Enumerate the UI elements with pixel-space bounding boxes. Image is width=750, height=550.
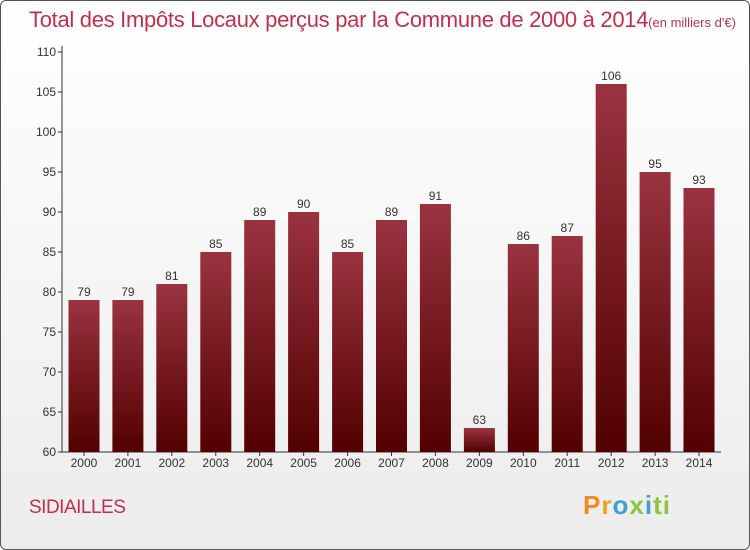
bar	[376, 220, 407, 452]
x-tick-label: 2013	[642, 456, 669, 470]
x-tick-label: 2005	[290, 456, 317, 470]
y-tick-label: 105	[36, 85, 56, 99]
x-tick-label: 2008	[422, 456, 449, 470]
x-tick-label: 2010	[510, 456, 537, 470]
bar-value-label: 93	[692, 173, 706, 187]
bar-value-label: 90	[297, 197, 311, 211]
bar-value-label: 79	[121, 285, 135, 299]
bar	[419, 204, 451, 452]
bar	[200, 252, 232, 452]
x-tick-label: 2014	[686, 456, 713, 470]
bar	[683, 188, 715, 452]
logo-letter: r	[601, 490, 613, 520]
y-tick-label: 90	[43, 205, 57, 219]
y-tick-label: 80	[43, 285, 57, 299]
x-tick-label: 2012	[598, 456, 625, 470]
axes: 60 65 70 75 80 85 90 95 100 105 110	[36, 45, 721, 459]
bar-value-label: 95	[648, 157, 662, 171]
bar-value-label: 63	[473, 413, 487, 427]
logo-letter: t	[653, 490, 663, 520]
chart-subtitle: (en milliers d'€)	[648, 15, 736, 30]
x-tick-label: 2003	[202, 456, 229, 470]
x-tick-label: 2001	[115, 456, 142, 470]
proxiti-logo: Proxiti	[583, 490, 671, 521]
x-tick-label: 2004	[246, 456, 273, 470]
bar	[288, 212, 320, 452]
x-tick-label: 2007	[378, 456, 405, 470]
bar	[332, 252, 364, 452]
bars	[68, 84, 715, 452]
bar-value-label: 85	[341, 237, 355, 251]
bar	[68, 300, 100, 452]
x-tick-label: 2000	[71, 456, 98, 470]
bar	[112, 300, 144, 452]
labels: 2000 79 2001 79 2002 81 2003 85 2004 89 2005 90 2006…	[71, 69, 713, 470]
logo-letter: i	[644, 490, 654, 520]
bar-value-label: 89	[385, 205, 399, 219]
bar	[551, 236, 583, 452]
y-tick-label: 95	[43, 165, 57, 179]
logo-letter: i	[662, 490, 671, 520]
commune-name: SIDIAILLES	[29, 497, 126, 518]
bar	[595, 84, 627, 452]
y-tick-label: 100	[36, 125, 56, 139]
y-tick-label: 75	[43, 325, 57, 339]
logo-letter: o	[612, 490, 630, 520]
bar	[156, 284, 188, 452]
bar-value-label: 79	[77, 285, 91, 299]
bar-value-label: 86	[517, 229, 531, 243]
bar-value-label: 81	[165, 269, 179, 283]
bar	[507, 244, 539, 452]
bar-value-label: 89	[253, 205, 267, 219]
bar-value-label: 87	[561, 221, 575, 235]
logo-letter: x	[629, 490, 645, 520]
bar	[463, 428, 495, 452]
chart-title-text: Total des Impôts Locaux perçus par la Co…	[29, 7, 649, 32]
x-tick-label: 2009	[466, 456, 493, 470]
y-tick-label: 85	[43, 245, 57, 259]
x-tick-label: 2006	[334, 456, 361, 470]
y-tick-label: 65	[43, 405, 57, 419]
x-tick-label: 2002	[158, 456, 185, 470]
bar-value-label: 85	[209, 237, 223, 251]
x-tick-label: 2011	[554, 456, 580, 470]
y-tick-label: 110	[37, 45, 56, 59]
bar	[639, 172, 671, 452]
bar	[244, 220, 276, 452]
logo-letter: P	[583, 490, 602, 520]
bar-value-label: 106	[601, 69, 621, 83]
y-tick-label: 60	[43, 445, 57, 459]
chart-title: Total des Impôts Locaux perçus par la Co…	[29, 7, 736, 33]
y-tick-label: 70	[43, 365, 57, 379]
bar-value-label: 91	[429, 189, 443, 203]
